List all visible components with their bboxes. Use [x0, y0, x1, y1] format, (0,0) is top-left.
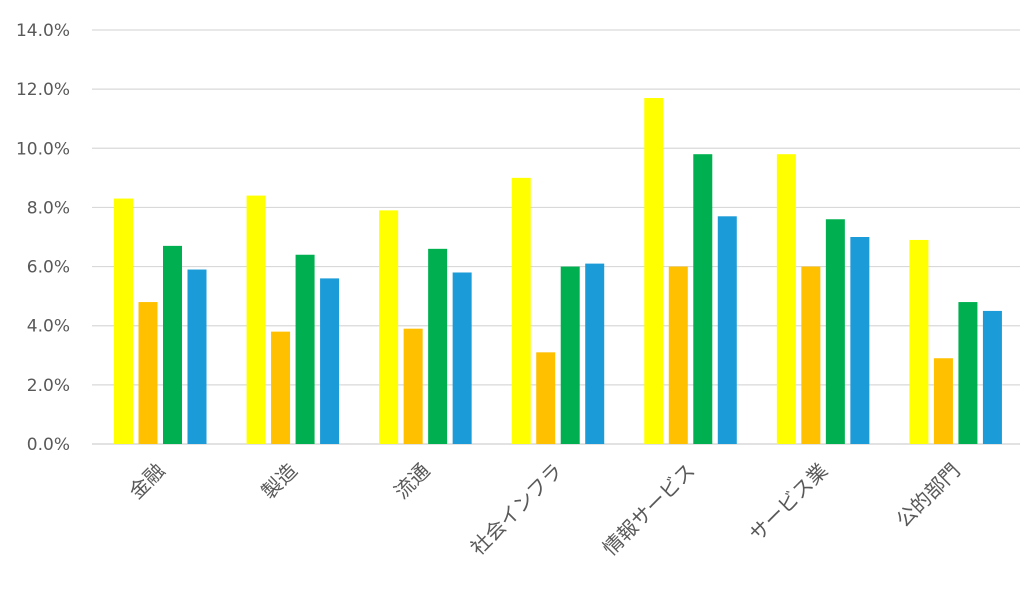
bar [776, 154, 796, 444]
bar [693, 154, 713, 444]
bar [295, 254, 315, 444]
bar [933, 358, 953, 444]
y-tick-label: 0.0% [27, 435, 70, 455]
y-tick-label: 14.0% [16, 21, 70, 41]
x-category-label: 公的部門 [891, 458, 965, 532]
bar [271, 331, 291, 444]
bar [560, 266, 580, 444]
bar [958, 302, 978, 444]
bar [644, 98, 664, 444]
x-category-label: 製造 [257, 458, 302, 503]
x-category-label: 流通 [389, 458, 434, 503]
bar [163, 245, 182, 444]
x-category-label: 金融 [124, 458, 169, 503]
y-tick-label: 6.0% [27, 258, 70, 278]
bar [403, 328, 423, 444]
y-axis-tick-labels: 0.0% 2.0% 4.0% 6.0% 8.0% 10.0% 12.0% 14.0% [16, 21, 70, 455]
bar [320, 278, 340, 444]
bar [668, 266, 688, 444]
bar [246, 195, 266, 444]
bar [585, 263, 605, 444]
x-axis-category-labels: 金融 製造 流通 社会インフラ 情報サービス サービス業 公的部門 [124, 458, 965, 560]
x-category-label: 情報サービス [598, 458, 700, 560]
bar [982, 310, 1002, 444]
bar [801, 266, 821, 444]
bar [511, 177, 531, 444]
bar [909, 239, 929, 444]
y-tick-label: 12.0% [16, 80, 70, 100]
y-tick-label: 8.0% [27, 198, 70, 218]
y-tick-label: 10.0% [16, 139, 70, 159]
bar [138, 302, 158, 444]
x-category-label: サービス業 [745, 458, 833, 546]
bar [825, 219, 845, 444]
bar [428, 248, 448, 444]
x-category-label: 社会インフラ [466, 458, 567, 559]
gridlines [92, 29, 1020, 445]
bars [114, 98, 1002, 444]
bar [187, 269, 207, 444]
bar [114, 198, 133, 444]
y-tick-label: 4.0% [27, 317, 70, 337]
y-tick-label: 2.0% [27, 376, 70, 396]
bar [379, 210, 399, 444]
bar [536, 352, 556, 444]
bar [717, 216, 737, 444]
bar [850, 237, 870, 444]
bar [452, 272, 472, 444]
